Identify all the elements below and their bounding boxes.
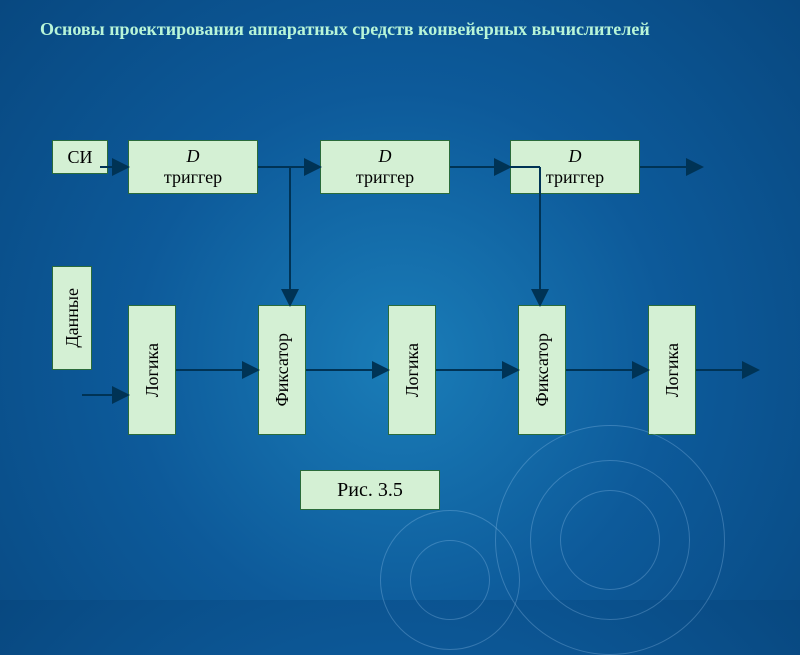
d-trigger-3: D триггер bbox=[510, 140, 640, 194]
data-text: Данные bbox=[62, 288, 83, 348]
latch-label: Фиксатор bbox=[272, 333, 293, 407]
d-trigger-1: D триггер bbox=[128, 140, 258, 194]
si-text: СИ bbox=[67, 147, 92, 168]
trigger-label: триггер bbox=[164, 167, 222, 188]
logic-label: Логика bbox=[662, 343, 683, 397]
trigger-label: триггер bbox=[546, 167, 604, 188]
latch-block-1: Фиксатор bbox=[258, 305, 306, 435]
d-trigger-2: D триггер bbox=[320, 140, 450, 194]
logic-label: Логика bbox=[402, 343, 423, 397]
label-si: СИ bbox=[52, 140, 108, 174]
latch-label: Фиксатор bbox=[532, 333, 553, 407]
d-letter: D bbox=[379, 146, 392, 167]
latch-block-2: Фиксатор bbox=[518, 305, 566, 435]
figure-caption: Рис. 3.5 bbox=[300, 470, 440, 510]
page-title: Основы проектирования аппаратных средств… bbox=[40, 18, 760, 41]
logic-block-1: Логика bbox=[128, 305, 176, 435]
d-letter: D bbox=[569, 146, 582, 167]
d-letter: D bbox=[187, 146, 200, 167]
logic-label: Логика bbox=[142, 343, 163, 397]
label-data: Данные bbox=[52, 266, 92, 370]
logic-block-2: Логика bbox=[388, 305, 436, 435]
trigger-label: триггер bbox=[356, 167, 414, 188]
logic-block-3: Логика bbox=[648, 305, 696, 435]
caption-text: Рис. 3.5 bbox=[337, 479, 403, 502]
